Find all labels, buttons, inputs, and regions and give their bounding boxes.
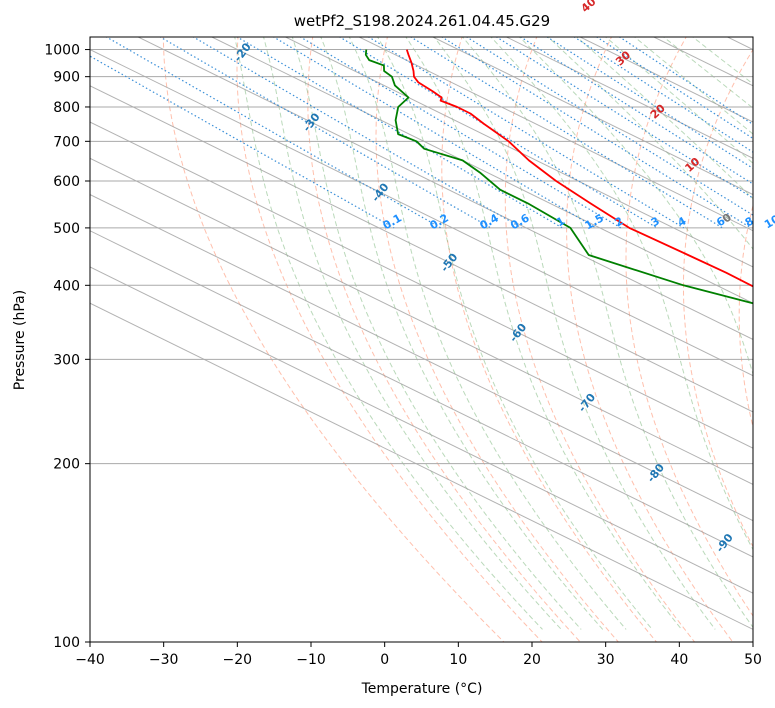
isotherm-line [90, 157, 753, 485]
isotherm-line [210, 37, 753, 304]
x-tick-label: 20 [523, 652, 541, 668]
axis-ticks: −40 −30 −20 −10 0 10 20 30 40 50 1000 900 800 700 600 5… [44, 43, 762, 668]
isotherm-line [90, 193, 753, 522]
isotherm-line [90, 302, 753, 630]
x-tick-label: 30 [597, 652, 615, 668]
isotherm-line [505, 37, 753, 159]
isotherm-line [358, 37, 753, 232]
mixing-ratio-line [409, 37, 723, 229]
mixing-ratio-line [573, 37, 753, 153]
isotherm-line [90, 48, 753, 377]
plot-area [90, 37, 753, 642]
x-tick-label: −30 [149, 652, 179, 668]
mixing-ratio-line [192, 37, 523, 229]
x-axis-label: Temperature (°C) [361, 681, 483, 697]
y-tick-label: 900 [53, 70, 80, 86]
x-tick-label: −10 [296, 652, 326, 668]
moist-adiabat-line [377, 37, 653, 630]
isotherm-line [90, 266, 753, 594]
y-tick-label: 100 [53, 635, 80, 651]
moist-adiabat-line [576, 37, 753, 200]
mixing-ratio-line [465, 37, 753, 216]
mixing-ratio-line [338, 37, 658, 229]
mixing-ratio-line [367, 37, 685, 229]
mixing-ratio-line [519, 37, 753, 185]
plot-frame [89, 36, 754, 643]
chart-title: wetPf2_S198.2024.261.04.45.G29 [294, 12, 550, 31]
y-tick-label: 300 [53, 352, 80, 368]
x-tick-label: 40 [670, 652, 688, 668]
moist-adiabat-line [348, 37, 627, 630]
x-tick-label: 50 [744, 652, 762, 668]
isotherm-line [90, 230, 753, 558]
profile-lines [364, 49, 753, 305]
y-tick-label: 500 [53, 221, 80, 237]
mixing-ratio-line [495, 37, 753, 199]
isotherm-line [90, 121, 753, 449]
isotherm-line [431, 37, 753, 196]
mixing-ratio-line [105, 37, 442, 229]
y-tick-label: 700 [53, 134, 80, 150]
mixing-ratio-line [272, 37, 597, 229]
mixing-ratio-line [595, 37, 753, 140]
x-tick-label: −20 [223, 652, 253, 668]
x-tick-label: −40 [75, 652, 105, 668]
x-tick-label: 0 [380, 652, 389, 668]
mixing-ratio-line [440, 37, 752, 229]
dry-adiabat-line [738, 203, 753, 429]
isotherm-line [137, 37, 753, 341]
y-tick-label: 200 [53, 457, 80, 473]
y-tick-label: 600 [53, 174, 80, 190]
mixing-ratio-line [159, 37, 492, 229]
y-tick-label: 800 [53, 100, 80, 116]
x-tick-label: 10 [449, 652, 467, 668]
y-axis-label: Pressure (hPa) [12, 290, 28, 390]
y-tick-label: 1000 [44, 43, 80, 59]
mixing-ratio-line [90, 55, 395, 229]
isotherm-line [90, 85, 753, 413]
dewpoint-profile [364, 49, 753, 305]
isotherm-line [284, 37, 753, 268]
temperature-profile [405, 49, 753, 288]
moist-adiabat-line [547, 37, 753, 250]
y-tick-label: 400 [53, 278, 80, 294]
